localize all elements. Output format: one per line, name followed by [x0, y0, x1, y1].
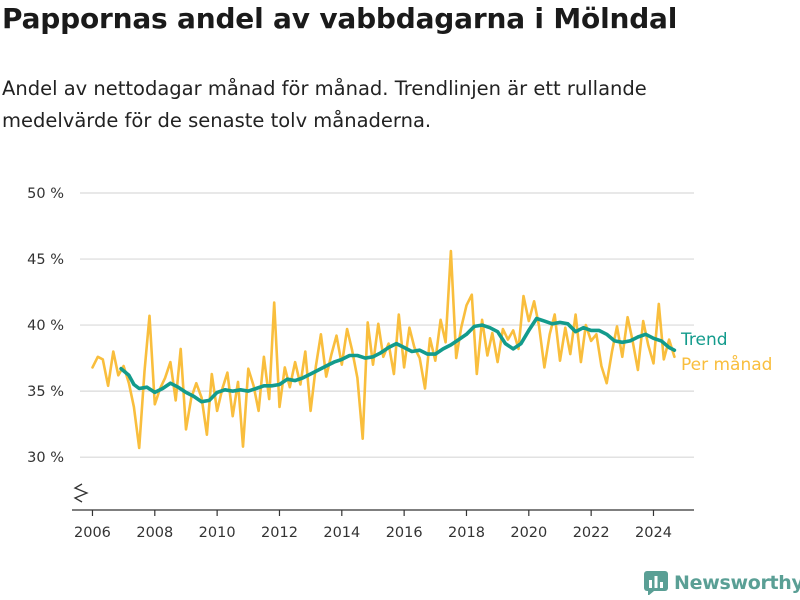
brand-name: Newsworthy: [674, 572, 800, 594]
y-tick-label: 30 %: [27, 450, 64, 466]
legend-label-trend: Trend: [680, 330, 728, 350]
newsworthy-brand: Newsworthy: [644, 571, 800, 595]
y-tick-label: 50 %: [27, 186, 64, 202]
x-tick-label: 2006: [74, 525, 111, 541]
x-tick-label: 2024: [635, 525, 672, 541]
x-tick-label: 2010: [199, 525, 236, 541]
y-tick-label: 45 %: [27, 252, 64, 268]
x-tick-label: 2020: [510, 525, 547, 541]
chart-subtitle: Andel av nettodagar månad för månad. Tre…: [2, 77, 647, 132]
chart-title: Pappornas andel av vabbdagarna i Mölndal: [2, 2, 678, 35]
x-tick-label: 2008: [136, 525, 173, 541]
axis-break-mark: [73, 483, 89, 503]
legend: Trend Per månad: [680, 330, 772, 375]
legend-label-per-manad: Per månad: [681, 354, 772, 375]
y-axis-ticks: 30 % 35 % 40 % 45 % 50 %: [27, 186, 64, 466]
x-tick-label: 2014: [323, 525, 360, 541]
newsworthy-logo-icon: [644, 571, 668, 595]
x-tick-label: 2018: [448, 525, 485, 541]
x-tick-label: 2016: [386, 525, 423, 541]
series-line-trend: [119, 316, 677, 404]
gridlines: [80, 192, 694, 458]
x-tick-label: 2012: [261, 525, 298, 541]
y-tick-label: 35 %: [27, 384, 64, 400]
y-tick-label: 40 %: [27, 318, 64, 334]
x-axis: 2006 2008 2010 2012 2014 2016 2018 2020 2022 2024: [72, 483, 694, 541]
x-tick-label: 2022: [573, 525, 610, 541]
series-lines: [91, 249, 677, 450]
